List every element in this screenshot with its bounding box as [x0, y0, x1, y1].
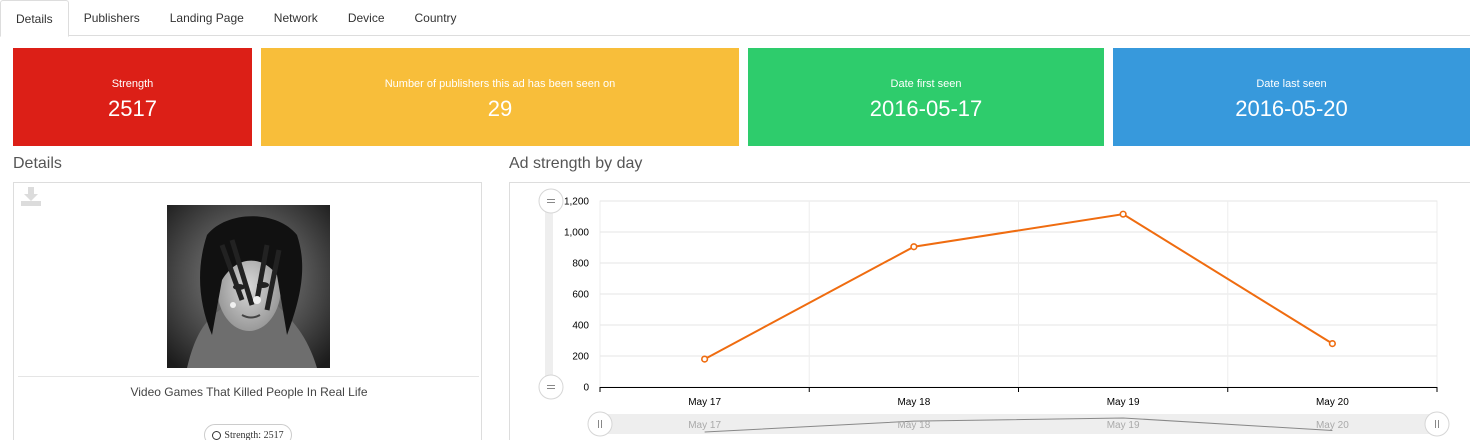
first-seen-card-value: 2016-05-17 [869, 96, 983, 121]
strength-card: Strength 2517 [13, 48, 252, 146]
details-divider [18, 376, 479, 377]
navigator-handle[interactable] [1424, 411, 1450, 437]
chart-panel [509, 182, 1470, 440]
publishers-card-value: 29 [487, 96, 513, 121]
navigator-handle[interactable] [587, 411, 613, 437]
x-tick-label: May 19 [1107, 397, 1140, 408]
x-tick-label: May 17 [688, 397, 721, 408]
navigator-series-line [704, 417, 1333, 433]
data-point [910, 243, 918, 251]
clock-icon [212, 430, 222, 440]
series-line [704, 213, 1333, 360]
data-point [1119, 210, 1127, 218]
vertical-scrollbar-handle[interactable] [538, 374, 564, 400]
publishers-card-label: Number of publishers this ad has been se… [384, 78, 616, 90]
y-tick-label: 600 [572, 290, 589, 301]
navigator-label: May 17 [688, 420, 721, 431]
last-seen-card: Date last seen 2016-05-20 [1113, 48, 1470, 146]
tab-details[interactable]: Details [0, 0, 69, 37]
data-point [701, 355, 709, 363]
tab-bar: Details Publishers Landing Page Network … [0, 0, 1470, 37]
download-icon[interactable] [20, 185, 42, 207]
publishers-card: Number of publishers this ad has been se… [261, 48, 739, 146]
vertical-scrollbar-track [545, 201, 553, 387]
first-seen-card: Date first seen 2016-05-17 [748, 48, 1104, 146]
x-tick-label: May 18 [897, 397, 930, 408]
navigator-label: May 19 [1107, 420, 1140, 431]
details-heading: Details [13, 155, 62, 172]
strength-card-value: 2517 [108, 96, 157, 121]
y-tick-label: 1,200 [564, 197, 589, 208]
y-tick-label: 400 [572, 321, 589, 332]
y-tick-label: 1,000 [564, 228, 589, 239]
vertical-scrollbar-handle[interactable] [538, 188, 564, 214]
tab-landing-page[interactable]: Landing Page [169, 11, 244, 25]
tab-network[interactable]: Network [273, 11, 318, 25]
data-point [1328, 340, 1336, 348]
strength-badge-text: Strength: 2517 [224, 429, 284, 440]
strength-card-label: Strength [111, 78, 154, 90]
ad-title[interactable]: Video Games That Killed People In Real L… [130, 385, 368, 399]
first-seen-card-label: Date first seen [890, 78, 962, 90]
strength-line-chart: 0 200 400 600 800 1,000 1,200 May 17 May 18 May 1… [538, 188, 1450, 437]
y-tick-label: 200 [572, 352, 589, 363]
tab-publishers[interactable]: Publishers [83, 11, 140, 25]
strength-badge: Strength: 2517 [204, 424, 292, 440]
tab-device[interactable]: Device [347, 11, 385, 25]
navigator-label: May 20 [1316, 420, 1349, 431]
navigator-label: May 18 [897, 420, 930, 431]
y-tick-label: 800 [572, 259, 589, 270]
last-seen-card-value: 2016-05-20 [1235, 96, 1348, 121]
ad-thumbnail-image[interactable] [167, 205, 330, 368]
tab-country[interactable]: Country [414, 11, 457, 25]
x-tick-label: May 20 [1316, 397, 1349, 408]
y-tick-label: 0 [583, 383, 589, 394]
navigator-track[interactable] [600, 414, 1437, 434]
details-panel: Video Games That Killed People In Real L… [13, 182, 482, 440]
last-seen-card-label: Date last seen [1256, 78, 1327, 90]
chart-heading: Ad strength by day [509, 155, 643, 172]
